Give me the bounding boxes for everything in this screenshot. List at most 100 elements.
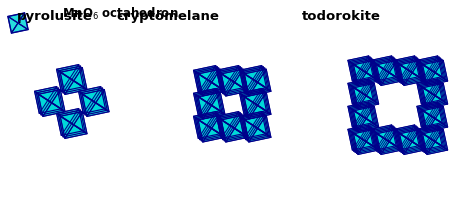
Polygon shape xyxy=(358,142,379,154)
Polygon shape xyxy=(351,63,363,83)
Polygon shape xyxy=(363,58,376,79)
Polygon shape xyxy=(209,90,222,112)
Polygon shape xyxy=(349,126,370,139)
Polygon shape xyxy=(356,95,377,107)
Polygon shape xyxy=(385,126,398,147)
Polygon shape xyxy=(221,125,244,138)
Polygon shape xyxy=(421,59,442,72)
Polygon shape xyxy=(417,129,429,150)
Polygon shape xyxy=(351,109,363,129)
Polygon shape xyxy=(429,79,442,100)
Polygon shape xyxy=(377,139,398,151)
Polygon shape xyxy=(400,139,420,151)
Polygon shape xyxy=(419,132,432,152)
Polygon shape xyxy=(348,102,369,114)
Polygon shape xyxy=(244,69,266,83)
Polygon shape xyxy=(195,67,217,80)
Polygon shape xyxy=(221,79,244,92)
Polygon shape xyxy=(381,73,401,85)
Polygon shape xyxy=(197,68,219,81)
Polygon shape xyxy=(235,115,248,137)
Polygon shape xyxy=(195,90,217,103)
Polygon shape xyxy=(397,58,418,71)
Polygon shape xyxy=(244,102,266,115)
Polygon shape xyxy=(63,123,85,137)
Polygon shape xyxy=(35,91,48,113)
Polygon shape xyxy=(365,59,377,80)
Polygon shape xyxy=(417,60,429,81)
Polygon shape xyxy=(395,130,408,151)
Polygon shape xyxy=(233,114,246,136)
Polygon shape xyxy=(375,138,396,150)
Polygon shape xyxy=(239,116,253,138)
Polygon shape xyxy=(349,84,362,105)
Polygon shape xyxy=(394,56,415,68)
Polygon shape xyxy=(193,93,207,115)
Polygon shape xyxy=(419,127,440,140)
Polygon shape xyxy=(361,102,373,123)
Polygon shape xyxy=(431,126,444,147)
Polygon shape xyxy=(203,83,225,96)
Polygon shape xyxy=(249,83,271,96)
Polygon shape xyxy=(41,102,63,115)
Polygon shape xyxy=(419,103,439,116)
Polygon shape xyxy=(400,65,412,85)
Polygon shape xyxy=(43,103,65,116)
Polygon shape xyxy=(349,130,362,151)
Polygon shape xyxy=(376,60,397,73)
Polygon shape xyxy=(397,127,418,140)
Polygon shape xyxy=(429,56,442,77)
Polygon shape xyxy=(349,80,370,93)
Polygon shape xyxy=(82,90,104,103)
Polygon shape xyxy=(366,60,379,81)
Polygon shape xyxy=(426,72,447,84)
Polygon shape xyxy=(412,60,425,81)
Polygon shape xyxy=(58,66,81,79)
Polygon shape xyxy=(375,133,388,153)
Polygon shape xyxy=(249,106,271,119)
Polygon shape xyxy=(432,58,445,79)
Polygon shape xyxy=(247,81,269,95)
Polygon shape xyxy=(224,81,246,95)
Polygon shape xyxy=(198,125,220,138)
Polygon shape xyxy=(394,60,407,81)
Polygon shape xyxy=(424,71,445,83)
Polygon shape xyxy=(354,134,366,154)
Polygon shape xyxy=(423,139,444,151)
Polygon shape xyxy=(354,60,374,73)
Polygon shape xyxy=(209,113,222,135)
Polygon shape xyxy=(349,57,370,70)
Polygon shape xyxy=(432,104,445,125)
Polygon shape xyxy=(244,79,266,92)
Polygon shape xyxy=(366,129,379,150)
Polygon shape xyxy=(218,67,240,80)
Polygon shape xyxy=(421,87,434,107)
Polygon shape xyxy=(426,118,447,130)
Polygon shape xyxy=(388,128,400,149)
Polygon shape xyxy=(351,86,363,106)
Polygon shape xyxy=(363,104,376,125)
Polygon shape xyxy=(434,128,447,149)
Polygon shape xyxy=(209,67,222,89)
Polygon shape xyxy=(435,129,447,150)
Polygon shape xyxy=(423,93,444,105)
Polygon shape xyxy=(352,92,373,104)
Polygon shape xyxy=(239,112,262,125)
Polygon shape xyxy=(195,71,209,94)
Polygon shape xyxy=(410,127,422,148)
Polygon shape xyxy=(402,72,423,84)
Polygon shape xyxy=(241,67,263,80)
Polygon shape xyxy=(398,64,410,84)
Polygon shape xyxy=(58,110,81,123)
Polygon shape xyxy=(38,94,52,116)
Polygon shape xyxy=(355,117,376,129)
Polygon shape xyxy=(243,91,264,104)
Polygon shape xyxy=(404,142,425,154)
Polygon shape xyxy=(241,71,255,94)
Polygon shape xyxy=(371,129,383,150)
Polygon shape xyxy=(249,129,271,142)
Polygon shape xyxy=(65,81,87,94)
Polygon shape xyxy=(419,109,432,129)
Polygon shape xyxy=(211,92,225,114)
Polygon shape xyxy=(398,128,419,141)
